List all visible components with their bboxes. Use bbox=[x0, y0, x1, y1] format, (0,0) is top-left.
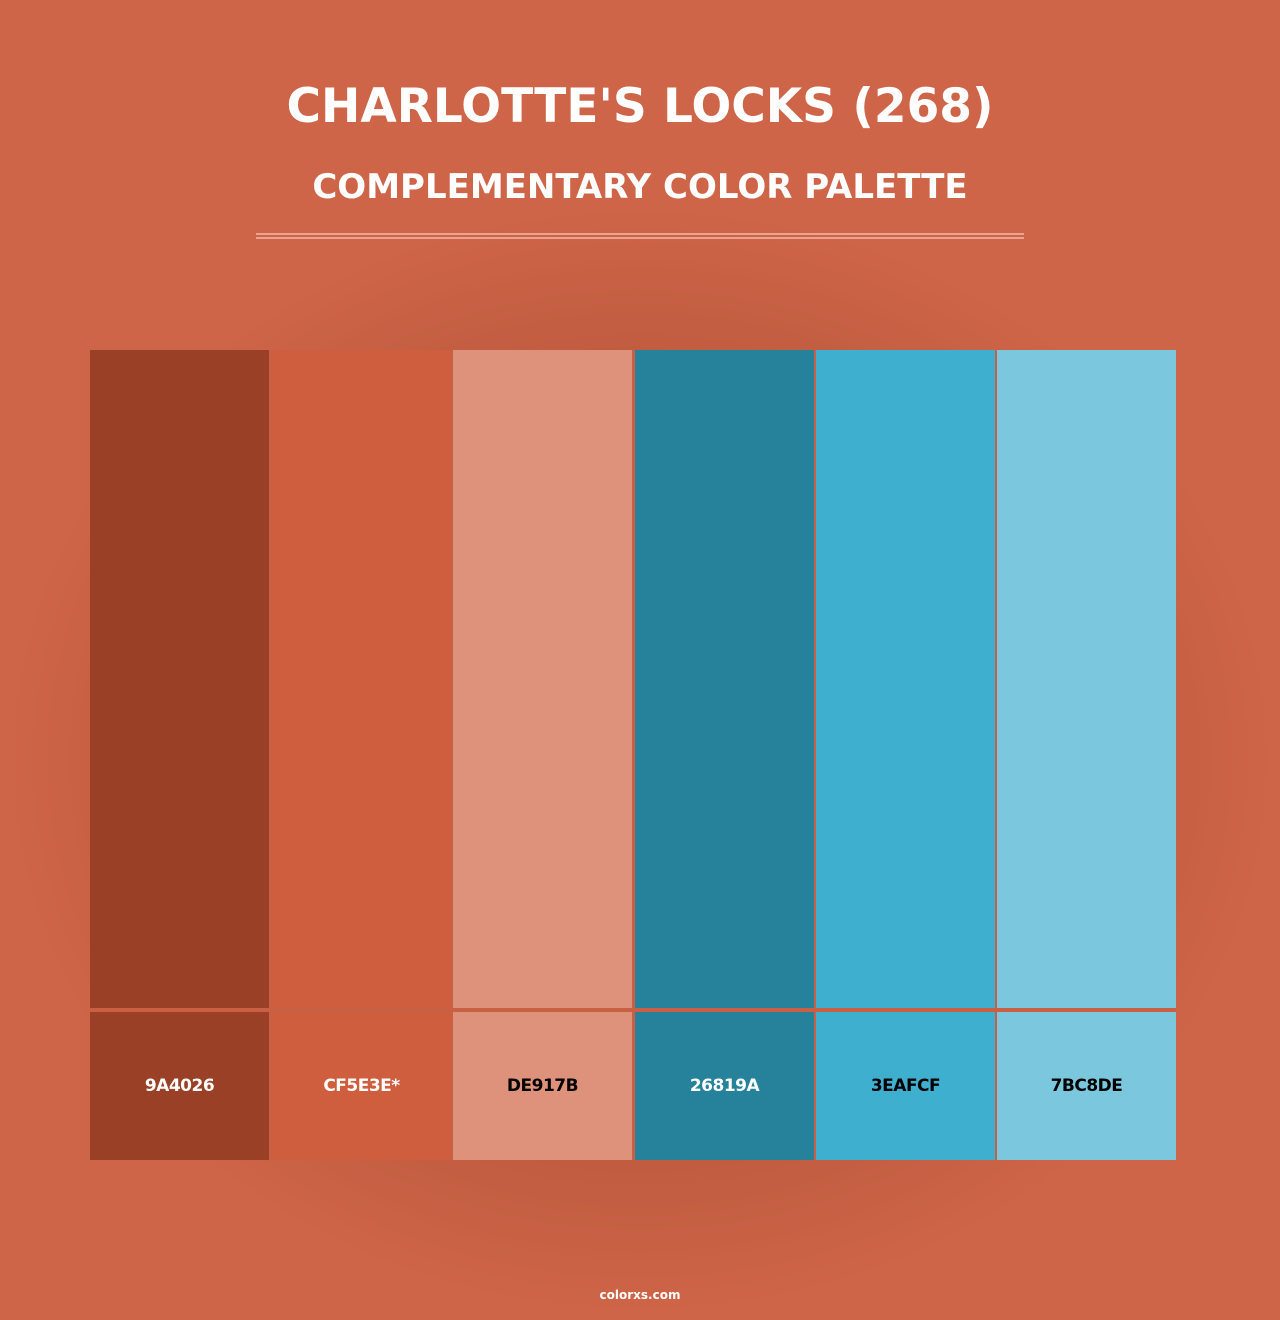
title-divider-top bbox=[256, 233, 1024, 235]
swatch-hex-label[interactable]: DE917B bbox=[453, 1012, 632, 1160]
swatch-hex-label[interactable]: 3EAFCF bbox=[816, 1012, 995, 1160]
swatch-color-block[interactable] bbox=[272, 350, 451, 1008]
swatch-hex-label[interactable]: 26819A bbox=[635, 1012, 814, 1160]
swatch-color-block[interactable] bbox=[816, 350, 995, 1008]
swatch-color-block[interactable] bbox=[997, 350, 1176, 1008]
page-title: CHARLOTTE'S LOCKS (268) bbox=[286, 79, 994, 134]
swatch-hex-label[interactable]: 9A4026 bbox=[90, 1012, 269, 1160]
swatch-hex-label[interactable]: CF5E3E* bbox=[272, 1012, 451, 1160]
swatch-color-block[interactable] bbox=[635, 350, 814, 1008]
swatch-color-block[interactable] bbox=[90, 350, 269, 1008]
title-divider-bottom bbox=[256, 237, 1024, 239]
footer-site-link[interactable]: colorxs.com bbox=[599, 1288, 681, 1302]
swatch-hex-label[interactable]: 7BC8DE bbox=[997, 1012, 1176, 1160]
color-palette: 9A4026 CF5E3E* DE917B 26819A 3EAFCF 7BC8… bbox=[90, 350, 1176, 1160]
swatch-color-block[interactable] bbox=[453, 350, 632, 1008]
page-subtitle: COMPLEMENTARY COLOR PALETTE bbox=[312, 167, 968, 207]
